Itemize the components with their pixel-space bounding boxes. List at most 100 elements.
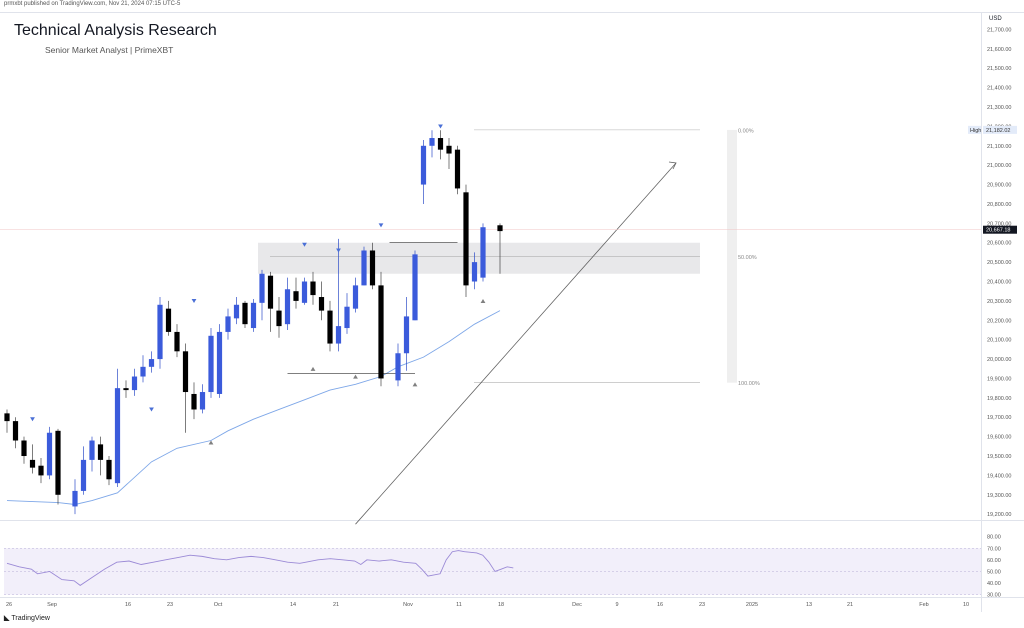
- candle-body: [369, 250, 376, 286]
- candle-body: [463, 192, 469, 286]
- candle-body: [131, 376, 138, 391]
- rsi-line: [6, 550, 514, 586]
- candle-body: [497, 225, 503, 232]
- fractal-down-marker-icon: [30, 417, 35, 422]
- price-tick-label: 20,600.00: [987, 241, 1011, 247]
- candle-body: [242, 302, 248, 325]
- moving-average-line: [6, 310, 501, 505]
- candle-body: [233, 304, 240, 319]
- time-tick-label: 21: [333, 602, 339, 608]
- last-price-tag: 20,667.18: [986, 228, 1010, 234]
- candle-body: [327, 310, 333, 344]
- candle-body: [38, 465, 44, 476]
- last-price-tag-bg: [983, 225, 1017, 234]
- time-tick-label: Oct: [214, 602, 223, 608]
- tradingview-footer[interactable]: ◣ TradingView: [4, 614, 50, 623]
- candle-body: [225, 316, 231, 332]
- price-tick-label: 19,400.00: [987, 473, 1011, 479]
- candle-body: [276, 310, 282, 327]
- candle-body: [293, 291, 299, 301]
- candle-body: [123, 388, 129, 391]
- candle-body: [259, 273, 265, 303]
- fractal-up-marker-icon: [412, 382, 418, 387]
- price-tick-label: 19,500.00: [987, 454, 1011, 460]
- candle-body: [4, 413, 10, 422]
- chart-subtitle: Senior Market Analyst | PrimeXBT: [45, 45, 173, 55]
- candle-body: [403, 316, 410, 354]
- candle-body: [301, 281, 308, 303]
- fractal-down-marker-icon: [191, 298, 197, 303]
- rsi-tick-label: 80.00: [987, 535, 1001, 541]
- candle-body: [106, 459, 112, 480]
- candle-body: [352, 285, 359, 309]
- rsi-tick-label: 50.00: [987, 569, 1001, 575]
- candle-body: [148, 359, 155, 367]
- candle-body: [157, 304, 163, 360]
- candle-body: [140, 366, 146, 377]
- trendline-arrow-icon: [668, 161, 677, 170]
- candle-body: [310, 281, 316, 296]
- trendline: [355, 162, 677, 525]
- price-tick-label: 20,200.00: [987, 318, 1011, 324]
- candle-body: [429, 138, 435, 146]
- candle-body: [191, 393, 197, 410]
- time-tick-label: 23: [699, 602, 705, 608]
- high-price-tag: 21,182.02: [986, 128, 1010, 134]
- time-tick-label: 10: [963, 602, 969, 608]
- high-price-tag-bg: [983, 125, 1017, 134]
- tradingview-logo-icon: ◣: [4, 615, 10, 622]
- time-tick-label: 9: [615, 602, 618, 608]
- fractal-down-marker-icon: [336, 248, 341, 253]
- candle-body: [12, 421, 19, 441]
- candle-body: [437, 138, 444, 150]
- fractal-up-marker-icon: [480, 298, 486, 303]
- rsi-tick-label: 70.00: [987, 546, 1001, 552]
- publish-note: prmxbt published on TradingView.com, Nov…: [4, 1, 181, 7]
- price-tick-label: 21,000.00: [987, 163, 1011, 169]
- candle-body: [480, 227, 486, 278]
- time-tick-label: 26: [6, 602, 12, 608]
- price-tick-label: 19,300.00: [987, 493, 1011, 499]
- candle-body: [29, 459, 36, 468]
- time-tick-label: 11: [456, 602, 462, 608]
- fractal-up-marker-icon: [310, 366, 316, 371]
- price-tick-label: 20,400.00: [987, 280, 1011, 286]
- rsi-tick-label: 60.00: [987, 558, 1001, 564]
- candle-body: [174, 331, 180, 352]
- high-tag-label: High: [970, 128, 981, 134]
- candle-body: [216, 331, 223, 394]
- candle-body: [471, 262, 478, 282]
- tradingview-brand: TradingView: [11, 614, 50, 622]
- rsi-tick-label: 30.00: [987, 593, 1001, 599]
- candle-body: [395, 353, 401, 381]
- price-tick-label: 19,700.00: [987, 415, 1011, 421]
- fib-level-label: 0.00%: [738, 128, 754, 134]
- candle-body: [72, 490, 78, 507]
- candle-body: [97, 444, 104, 460]
- price-tick-label: 20,000.00: [987, 357, 1011, 363]
- time-tick-label: 16: [125, 602, 131, 608]
- candle-body: [250, 302, 257, 329]
- fractal-down-marker-icon: [149, 407, 154, 412]
- time-tick-label: 2025: [746, 602, 758, 608]
- chart-title: Technical Analysis Research: [14, 22, 217, 39]
- price-tick-label: 21,600.00: [987, 47, 1011, 53]
- candle-body: [199, 392, 206, 410]
- rsi-tick-label: 40.00: [987, 581, 1001, 587]
- candle-body: [344, 306, 350, 329]
- candle-body: [182, 351, 189, 393]
- time-tick-label: Dec: [572, 602, 582, 608]
- currency-label: USD: [989, 16, 1002, 22]
- candle-body: [361, 250, 367, 286]
- candle-body: [208, 335, 214, 393]
- price-tick-label: 19,800.00: [987, 396, 1011, 402]
- time-tick-label: 16: [657, 602, 663, 608]
- candle-body: [420, 145, 427, 185]
- fractal-up-marker-icon: [208, 440, 214, 445]
- fib-level-label: 50.00%: [738, 255, 757, 261]
- price-tick-label: 21,500.00: [987, 66, 1011, 72]
- fib-range-bar: [727, 129, 737, 383]
- candle-body: [454, 149, 461, 189]
